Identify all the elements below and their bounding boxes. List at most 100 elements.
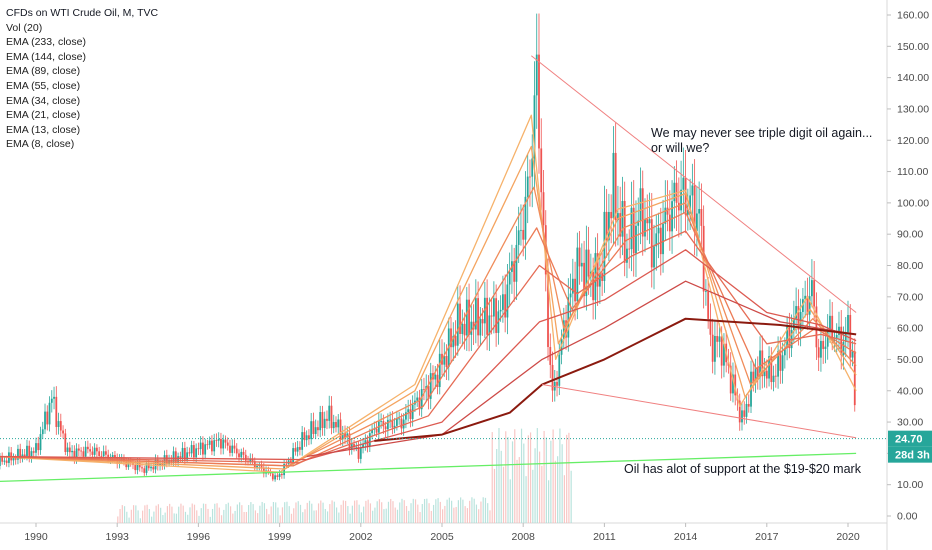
volume-bar (121, 505, 123, 523)
volume-bar (259, 505, 261, 523)
candle-body (698, 209, 701, 214)
volume-bar (430, 510, 432, 523)
legend-item-ema144[interactable]: EMA (144, close) (6, 50, 86, 63)
annotation-top-line1: We may never see triple digit oil again.… (651, 126, 873, 140)
legend-item-vol[interactable]: Vol (20) (6, 21, 43, 34)
candle-body (188, 452, 191, 454)
volume-bar (151, 516, 153, 523)
candle-body (662, 223, 664, 255)
candle-body (240, 451, 243, 458)
candle-body (849, 314, 852, 358)
y-tick-label: 10.00 (897, 479, 923, 491)
volume-bar (248, 505, 250, 523)
candle-body (531, 158, 534, 177)
trendline-support (0, 452, 857, 483)
candle-body (472, 321, 475, 330)
x-tick-label: 2020 (836, 531, 860, 543)
candle-body (666, 207, 669, 215)
volume-bar (532, 469, 534, 523)
annotation-top-line2: or will we? (651, 141, 710, 155)
candle-body (71, 450, 73, 453)
candle-body (513, 261, 516, 282)
candle-body (824, 346, 827, 349)
candle-body (526, 176, 529, 197)
candle-body (716, 335, 719, 342)
volume-bar (435, 499, 437, 523)
legend-item-ema8[interactable]: EMA (8, close) (6, 138, 75, 151)
volume-bar (200, 508, 202, 523)
candle-body (395, 418, 398, 426)
candle-body (646, 219, 649, 224)
volume-bar (408, 510, 410, 523)
volume-bar (123, 506, 126, 523)
volume-bar (493, 468, 496, 523)
candle-body (59, 421, 62, 431)
volume-bar (187, 514, 189, 523)
candle-body (571, 278, 574, 294)
candle-body (684, 177, 687, 215)
y-tick-label: 0.00 (897, 511, 918, 523)
volume-bar (139, 518, 141, 523)
legend-item-ema89[interactable]: EMA (89, close) (6, 65, 81, 78)
candle-body (77, 448, 80, 451)
volume-bar (448, 497, 450, 523)
volume-bar (345, 500, 347, 523)
volume-bar (566, 434, 568, 523)
candle-body (409, 409, 412, 419)
candle-body (709, 318, 712, 335)
volume-bar (455, 506, 457, 523)
volume-bar (412, 498, 414, 523)
volume-bar (563, 475, 565, 523)
last-price-tag[interactable] (888, 430, 932, 447)
volume-bar (437, 498, 439, 523)
candle-body (427, 386, 430, 399)
volume-bar (457, 500, 459, 523)
candle-body (617, 213, 619, 221)
candle-body (657, 227, 660, 234)
volume-bar (234, 510, 236, 523)
candle-body (186, 452, 189, 460)
candle-body (1, 456, 4, 462)
candle-body (35, 443, 37, 453)
candle-body (53, 396, 55, 399)
volume-bar (475, 504, 478, 523)
candle-body (768, 356, 770, 379)
legend-item-ema13[interactable]: EMA (13, close) (6, 123, 81, 136)
legend-item-ema21[interactable]: EMA (21, close) (6, 109, 81, 122)
legend-item-ema34[interactable]: EMA (34, close) (6, 94, 81, 107)
candle-body (592, 271, 595, 301)
candle-body (364, 440, 367, 445)
candle-body (235, 448, 238, 454)
candle-body (770, 356, 773, 383)
candle-body (842, 342, 845, 356)
volume-bar (157, 504, 159, 523)
candle-body (393, 425, 396, 428)
candle-body (483, 297, 486, 324)
candle-body (391, 419, 394, 428)
volume-bar (365, 500, 367, 523)
candle-body (294, 448, 297, 452)
x-tick-label: 2002 (349, 531, 373, 543)
volume-bar (317, 503, 320, 523)
legend-item-ema233[interactable]: EMA (233, close) (6, 36, 86, 49)
candle-body (623, 201, 626, 263)
volume-bar (426, 498, 428, 523)
candle-body (317, 427, 319, 431)
symbol-title[interactable]: CFDs on WTI Crude Oil, M, TVC (6, 7, 159, 19)
legend-item-ema55[interactable]: EMA (55, close) (6, 79, 81, 92)
candle-body (763, 370, 766, 377)
candle-body (192, 445, 195, 458)
candle-body (522, 229, 525, 240)
x-tick-label: 1990 (24, 531, 48, 543)
candle-body (786, 326, 788, 349)
volume-bar (518, 457, 520, 523)
y-tick-label: 100.00 (897, 197, 929, 209)
candle-body (774, 375, 777, 377)
y-tick-label: 130.00 (897, 103, 929, 115)
candle-body (285, 463, 288, 465)
volume-bar (538, 451, 541, 523)
candle-body (711, 334, 714, 362)
volume-bar (496, 448, 498, 523)
candle-body (820, 340, 822, 358)
